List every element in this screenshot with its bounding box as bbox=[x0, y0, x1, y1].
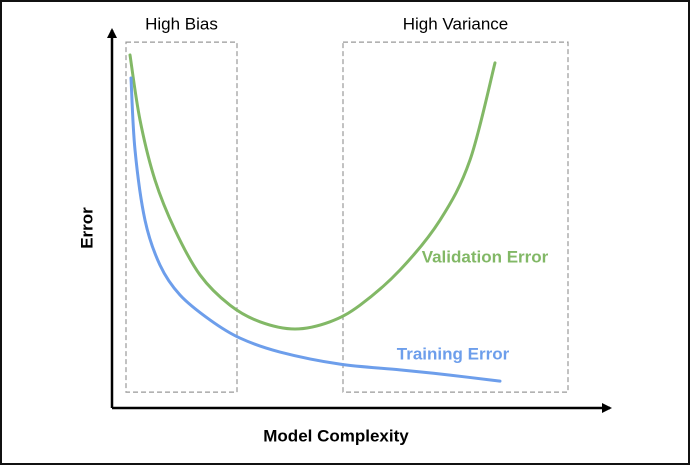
y-axis-label: Error bbox=[77, 207, 96, 249]
region-box bbox=[342, 41, 569, 393]
region-box bbox=[125, 41, 238, 393]
region-label: High Variance bbox=[403, 14, 509, 33]
region-label: High Bias bbox=[145, 14, 218, 33]
series-label: Validation Error bbox=[422, 247, 549, 266]
series-label: Training Error bbox=[397, 344, 510, 363]
x-axis-label: Model Complexity bbox=[263, 426, 409, 445]
line bbox=[129, 76, 502, 383]
line bbox=[128, 53, 497, 331]
